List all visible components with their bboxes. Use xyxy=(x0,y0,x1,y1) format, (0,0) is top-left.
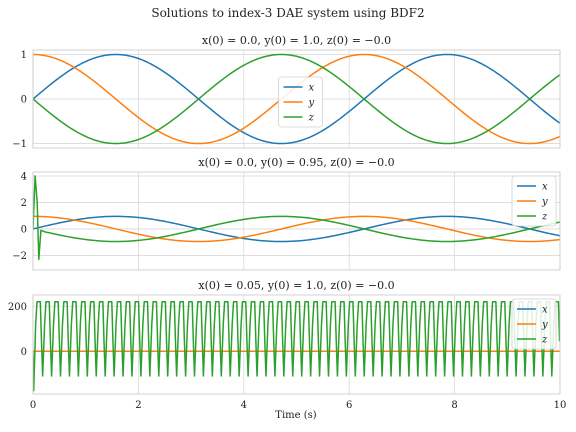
series-x-line xyxy=(33,215,560,243)
series-y-line xyxy=(33,215,560,243)
y-tick-label: 200 xyxy=(8,302,27,313)
y-tick-label: 0 xyxy=(21,347,27,358)
y-tick-label: 0 xyxy=(21,224,27,235)
legend-label-y: y xyxy=(541,320,548,331)
panels: −1 0 1 x(0) = 0.0, y(0) = 1.0, z(0) = −0.0 x… xyxy=(8,34,566,411)
legend: xyz xyxy=(511,175,557,227)
y-tick-label: 1 xyxy=(21,50,27,61)
chart-panel-2: −2 0 2 4 x(0) = 0.0, y(0) = 0.95, z(0) = −0.… xyxy=(12,156,561,271)
x-tick-label: 4 xyxy=(241,400,247,411)
plot-frame xyxy=(32,49,561,149)
legend-label-z: z xyxy=(541,335,548,346)
legend-label-z: z xyxy=(308,113,315,124)
series-x-line xyxy=(33,53,560,145)
y-tick-label: −2 xyxy=(12,251,27,262)
chart-panel-1: −1 0 1 x(0) = 0.0, y(0) = 1.0, z(0) = −0.0 x… xyxy=(12,34,561,150)
panel-title: x(0) = 0.0, y(0) = 1.0, z(0) = −0.0 xyxy=(202,34,391,47)
legend-label-x: x xyxy=(542,305,548,316)
figure-title: Solutions to index-3 DAE system using BD… xyxy=(151,6,424,20)
legend-label-y: y xyxy=(541,197,548,208)
plot-frame xyxy=(32,171,561,271)
x-tick-label: 2 xyxy=(135,400,141,411)
x-tick-label: 6 xyxy=(346,400,352,411)
x-axis-label: Time (s) xyxy=(275,410,316,421)
legend: xyz xyxy=(511,298,557,350)
legend-label-x: x xyxy=(542,182,548,193)
legend-label-z: z xyxy=(541,212,548,223)
y-tick-label: 2 xyxy=(21,198,27,209)
chart-panel-3: 0 200 0 2 4 6 8 10 x(0) = 0.05, y(0) = 1.0, z(0)… xyxy=(8,279,566,411)
y-tick-label: −1 xyxy=(12,139,27,150)
panel-title: x(0) = 0.0, y(0) = 0.95, z(0) = −0.0 xyxy=(198,156,394,169)
x-tick-label: 0 xyxy=(30,400,36,411)
series-z-line xyxy=(33,175,560,261)
series-z-line xyxy=(33,301,560,392)
x-tick-label: 10 xyxy=(554,400,567,411)
series-z-line xyxy=(33,53,560,145)
legend-label-y: y xyxy=(308,98,315,109)
x-tick-label: 8 xyxy=(451,400,457,411)
y-tick-label: 0 xyxy=(21,95,27,106)
legend-label-x: x xyxy=(309,83,315,94)
plot-frame xyxy=(32,294,561,395)
panel-title: x(0) = 0.05, y(0) = 1.0, z(0) = −0.0 xyxy=(198,279,394,292)
y-tick-label: 4 xyxy=(21,171,27,182)
legend: xyz xyxy=(278,76,323,128)
